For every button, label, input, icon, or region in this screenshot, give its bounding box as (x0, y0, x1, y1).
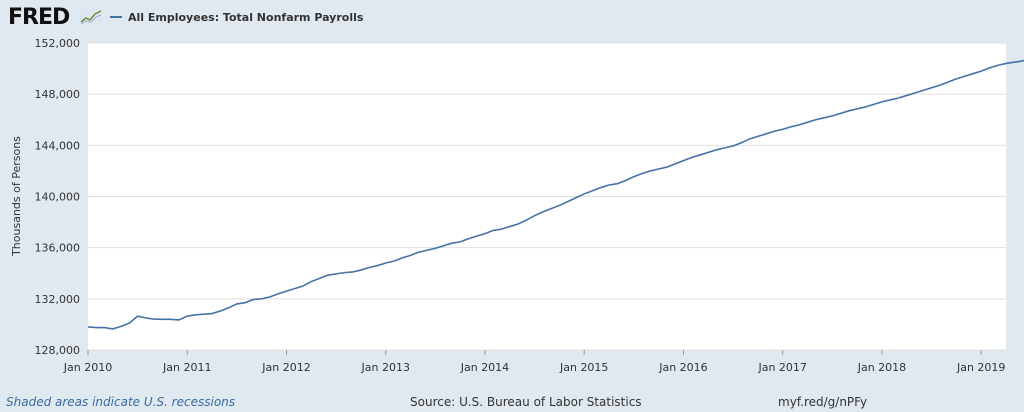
y-tick-label: 128,000 (35, 344, 81, 357)
legend-label: All Employees: Total Nonfarm Payrolls (128, 10, 364, 24)
x-tick-label: Jan 2018 (857, 361, 906, 374)
y-tick-label: 140,000 (35, 191, 81, 204)
chart-legend: All Employees: Total Nonfarm Payrolls (110, 8, 363, 26)
short-url-link[interactable]: myf.red/g/nPFy (778, 395, 868, 409)
series-line-nonfarm-payrolls[interactable] (87, 56, 1024, 330)
legend-swatch (110, 16, 122, 18)
x-tick-label: Jan 2012 (261, 361, 310, 374)
x-tick-label: Jan 2017 (757, 361, 806, 374)
line-chart[interactable]: 128,000 132,000 136,000 140,000 144,000 148,0… (0, 36, 1024, 386)
chart-header: FRED All Employees: Total Nonfarm Payrol… (0, 0, 1024, 36)
y-axis-label: Thousands of Persons (10, 136, 23, 257)
y-axis-ticks: 128,000 132,000 136,000 140,000 144,000 148,0… (35, 37, 81, 357)
x-tick-label: Jan 2019 (956, 361, 1005, 374)
x-tick-label: Jan 2015 (559, 361, 608, 374)
x-tick-label: Jan 2011 (162, 361, 211, 374)
x-tick-label: Jan 2013 (361, 361, 410, 374)
y-tick-label: 152,000 (35, 37, 81, 50)
source-text: Source: U.S. Bureau of Labor Statistics (410, 395, 642, 409)
x-tick-label: Jan 2014 (460, 361, 509, 374)
x-tick-label: Jan 2010 (63, 361, 112, 374)
recession-note-link[interactable]: Shaded areas indicate U.S. recessions (6, 395, 236, 409)
grid-lines (88, 42, 1006, 351)
fred-logo[interactable]: FRED (8, 5, 70, 30)
y-tick-label: 144,000 (35, 139, 81, 152)
chart-line-icon (80, 9, 102, 25)
chart-footer: Shaded areas indicate U.S. recessions So… (0, 392, 1024, 412)
y-tick-label: 136,000 (35, 242, 81, 255)
y-tick-label: 132,000 (35, 293, 81, 306)
x-axis-ticks: Jan 2010 Jan 2011 Jan 2012 Jan 2013 Jan 2014… (63, 350, 1005, 374)
x-tick-label: Jan 2016 (658, 361, 707, 374)
y-tick-label: 148,000 (35, 88, 81, 101)
